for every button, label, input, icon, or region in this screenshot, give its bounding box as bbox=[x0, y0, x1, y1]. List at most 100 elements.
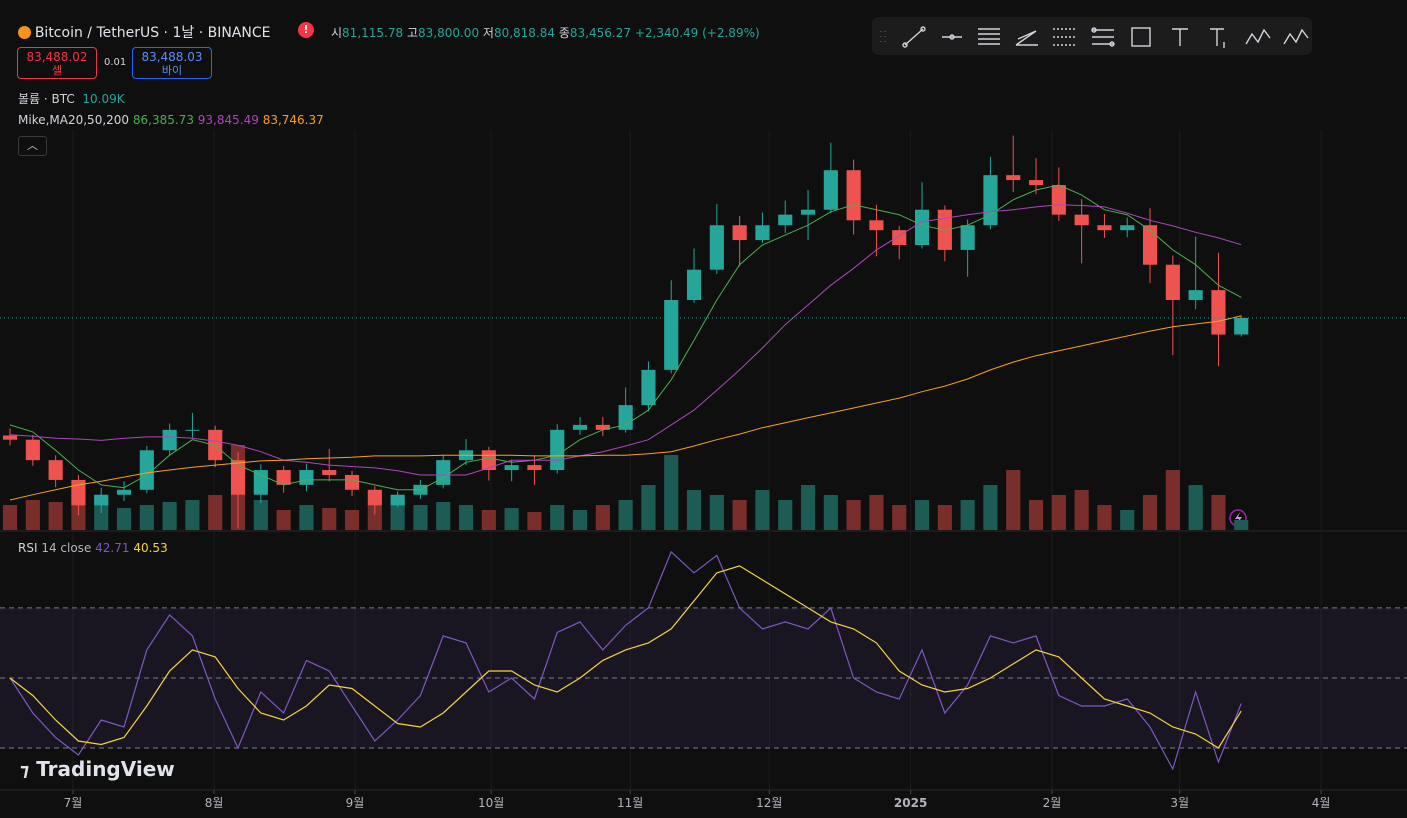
candle-body bbox=[1051, 185, 1066, 215]
volume-bar bbox=[1074, 490, 1089, 530]
volume-bar bbox=[572, 510, 588, 530]
rsi-line bbox=[9, 565, 1242, 749]
volume-bar bbox=[436, 502, 451, 530]
volume-bar bbox=[458, 505, 474, 530]
volume-bar bbox=[504, 508, 519, 530]
drag-handle bbox=[880, 31, 886, 42]
horizontal-ray-tool[interactable] bbox=[942, 34, 962, 40]
candle-body bbox=[732, 225, 747, 241]
x-tick-label: 2월 bbox=[1043, 796, 1062, 810]
pitchfork-tool[interactable] bbox=[1015, 30, 1038, 46]
volume-bar bbox=[778, 500, 793, 530]
candle-body bbox=[960, 225, 975, 250]
volume-bar bbox=[595, 505, 610, 530]
buy-label: 바이 bbox=[161, 64, 183, 77]
candle-body bbox=[823, 170, 838, 210]
candle-body bbox=[322, 470, 337, 475]
candle-body bbox=[550, 429, 565, 471]
volume-bar bbox=[481, 510, 496, 530]
candle-body bbox=[1142, 225, 1158, 265]
buy-button[interactable]: 83,488.03 바이 bbox=[132, 47, 212, 79]
logo-mark: ⁊ bbox=[20, 760, 30, 781]
candle-body bbox=[1188, 290, 1203, 301]
volume-bar bbox=[116, 508, 132, 530]
volume-bar bbox=[1051, 495, 1066, 530]
rsi-params: 14 close bbox=[41, 541, 92, 555]
open-label: 시 bbox=[331, 26, 343, 40]
low-label: 저 bbox=[482, 26, 494, 40]
volume-bar bbox=[25, 500, 40, 530]
volume-bar bbox=[344, 510, 360, 530]
candle-body bbox=[846, 170, 861, 221]
symbol-row: Bitcoin / TetherUS · 1날 · BINANCE bbox=[18, 22, 270, 42]
candle-body bbox=[436, 460, 451, 485]
volume-bar bbox=[1165, 470, 1180, 530]
candle-body bbox=[778, 214, 793, 226]
volume-bar bbox=[94, 500, 109, 530]
warning-icon[interactable]: ! bbox=[298, 22, 314, 38]
candle-body bbox=[1211, 290, 1226, 335]
candle-body bbox=[344, 474, 360, 490]
collapse-button[interactable]: ︿ bbox=[18, 136, 47, 156]
volume-bar bbox=[2, 505, 18, 530]
candle-body bbox=[481, 450, 496, 471]
rectangle-tool[interactable] bbox=[1131, 27, 1151, 47]
volume-bar bbox=[162, 502, 177, 530]
candle-body bbox=[504, 465, 519, 471]
ma-label: Mike,MA20,50,200 bbox=[18, 113, 130, 127]
x-tick-label: 10월 bbox=[478, 796, 504, 810]
candle-body bbox=[572, 424, 588, 430]
volume-bar bbox=[709, 495, 724, 530]
logo[interactable]: ⁊ TradingView bbox=[20, 757, 175, 781]
symbol: Bitcoin / TetherUS · 1날 · BINANCE bbox=[34, 25, 271, 41]
abcd-pattern-tool[interactable] bbox=[1245, 28, 1271, 45]
fib-extension-tool[interactable] bbox=[1091, 27, 1115, 47]
volume-bar bbox=[686, 490, 702, 530]
volume-bar bbox=[1188, 485, 1203, 530]
moving-average-line bbox=[9, 184, 1242, 491]
volume-bar bbox=[299, 505, 314, 530]
candle-body bbox=[1097, 225, 1112, 231]
candle-body bbox=[1120, 225, 1135, 231]
candle-body bbox=[641, 369, 656, 406]
volume-bar bbox=[253, 500, 268, 530]
ma50-value: 93,845.49 bbox=[197, 113, 259, 127]
parallel-channel-tool[interactable] bbox=[978, 28, 1000, 45]
x-tick-label: 7월 bbox=[64, 796, 83, 810]
sell-button[interactable]: 83,488.02 셀 bbox=[17, 47, 97, 79]
volume-bar bbox=[732, 500, 747, 530]
spread: 0.01 bbox=[104, 57, 127, 68]
close-label: 종 bbox=[558, 26, 570, 40]
sell-price: 83,488.02 bbox=[26, 50, 88, 64]
candle-body bbox=[709, 225, 724, 270]
candle-body bbox=[1165, 264, 1180, 301]
rsi-value: 42.71 bbox=[95, 541, 130, 555]
high-value: 83,800.00 bbox=[418, 26, 480, 40]
open-value: 81,115.78 bbox=[342, 26, 404, 40]
volume-bar bbox=[664, 455, 679, 530]
text-tool[interactable] bbox=[1172, 28, 1188, 46]
candle-body bbox=[1028, 180, 1044, 186]
elliott-wave-tool[interactable] bbox=[1283, 28, 1309, 45]
candle-body bbox=[2, 435, 18, 440]
volume-bar bbox=[322, 508, 337, 530]
volume-bar bbox=[983, 485, 998, 530]
volume-bar bbox=[937, 505, 952, 530]
volume-bar bbox=[1097, 505, 1112, 530]
x-tick-label: 9월 bbox=[346, 796, 365, 810]
moving-average-line bbox=[9, 315, 1242, 501]
moving-average-line bbox=[9, 204, 1242, 476]
fib-tool[interactable] bbox=[1053, 28, 1075, 46]
anchored-text-tool[interactable] bbox=[1210, 28, 1225, 48]
volume-label: 볼륨 · BTC bbox=[18, 92, 75, 106]
low-value: 80,818.84 bbox=[493, 26, 556, 40]
candle-body bbox=[1074, 214, 1089, 226]
trend-line-tool[interactable] bbox=[902, 26, 926, 48]
volume-bar bbox=[1006, 470, 1021, 530]
volume-bar bbox=[390, 500, 405, 530]
volume-bar bbox=[755, 490, 770, 530]
volume-bar bbox=[139, 505, 154, 530]
candle-body bbox=[755, 225, 770, 241]
volume-bar bbox=[1120, 510, 1135, 530]
